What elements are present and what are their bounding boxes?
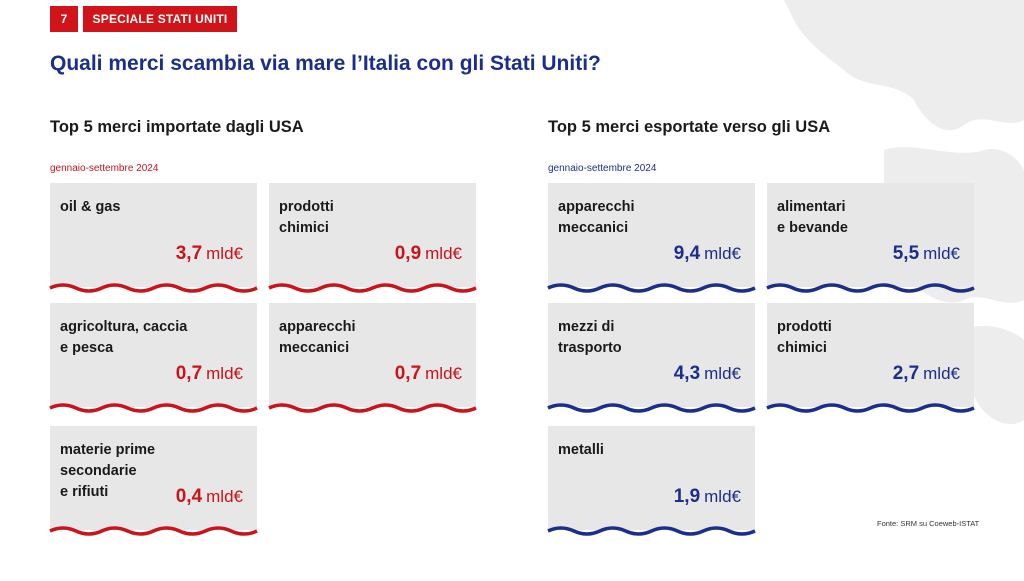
wave-decoration — [766, 283, 975, 293]
export-card-prodotti-chimici: prodotti chimici 2,7 mld€ — [766, 303, 975, 413]
export-card-apparecchi-meccanici: apparecchi meccanici 9,4 mld€ — [547, 183, 756, 293]
wave-decoration — [268, 403, 477, 413]
card-label: prodotti chimici — [777, 319, 832, 356]
card-value: 0,9 mld€ — [394, 243, 462, 264]
section-tag: SPECIALE STATI UNITI — [83, 6, 237, 32]
import-card-materie-prime: materie prime secondarie e rifiuti 0,4 ml… — [49, 426, 258, 536]
imports-period: gennaio-settembre 2024 — [50, 163, 159, 174]
import-card-prodotti-chimici: prodotti chimici 0,9 mld€ — [268, 183, 477, 293]
card-label: oil & gas — [60, 199, 121, 215]
exports-period: gennaio-settembre 2024 — [548, 163, 657, 174]
import-card-apparecchi-meccanici: apparecchi meccanici 0,7 mld€ — [268, 303, 477, 413]
source-note: Fonte: SRM su Coeweb-ISTAT — [877, 519, 980, 528]
page-title: Quali merci scambia via mare l’Italia co… — [50, 52, 601, 75]
wave-decoration — [547, 526, 756, 536]
card-label: mezzi di trasporto — [558, 319, 622, 356]
card-value: 1,9 mld€ — [673, 486, 741, 507]
card-label: metalli — [558, 442, 604, 458]
import-card-oil-gas: oil & gas 3,7 mld€ — [49, 183, 258, 293]
card-value: 5,5 mld€ — [892, 243, 960, 264]
export-card-metalli: metalli 1,9 mld€ — [547, 426, 756, 536]
export-card-alimentari: alimentari e bevande 5,5 mld€ — [766, 183, 975, 293]
wave-decoration — [268, 283, 477, 293]
page-number: 7 — [50, 6, 78, 32]
wave-decoration — [49, 283, 258, 293]
exports-title: Top 5 merci esportate verso gli USA — [548, 118, 831, 136]
card-value: 4,3 mld€ — [673, 363, 741, 384]
card-value: 3,7 mld€ — [175, 243, 243, 264]
wave-decoration — [547, 403, 756, 413]
card-label: agricoltura, caccia e pesca — [60, 319, 188, 356]
wave-decoration — [49, 403, 258, 413]
card-label: alimentari e bevande — [777, 199, 848, 236]
wave-decoration — [547, 283, 756, 293]
card-label: apparecchi meccanici — [279, 319, 356, 356]
card-value: 9,4 mld€ — [673, 243, 741, 264]
card-value: 0,7 mld€ — [175, 363, 243, 384]
imports-title: Top 5 merci importate dagli USA — [50, 118, 304, 136]
wave-decoration — [766, 403, 975, 413]
card-label: materie prime secondarie e rifiuti — [60, 442, 156, 500]
import-card-agricoltura: agricoltura, caccia e pesca 0,7 mld€ — [49, 303, 258, 413]
card-value: 0,7 mld€ — [394, 363, 462, 384]
card-value: 0,4 mld€ — [175, 486, 243, 507]
export-card-mezzi-di-trasporto: mezzi di trasporto 4,3 mld€ — [547, 303, 756, 413]
card-label: apparecchi meccanici — [558, 199, 635, 236]
wave-decoration — [49, 526, 258, 536]
card-value: 2,7 mld€ — [892, 363, 960, 384]
card-label: prodotti chimici — [279, 199, 334, 236]
